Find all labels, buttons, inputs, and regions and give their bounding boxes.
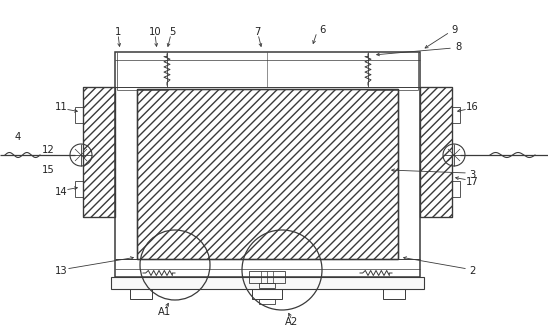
Bar [111,277,424,289]
Text: 5: 5 [169,27,175,37]
Text: 8: 8 [455,42,461,52]
Bar [452,107,460,123]
Text: A2: A2 [286,317,299,325]
Bar [420,87,452,217]
Bar [75,107,83,123]
Text: A1: A1 [158,307,172,317]
Text: 6: 6 [319,25,325,35]
Text: 2: 2 [469,266,475,276]
Bar [252,289,282,299]
Bar [83,87,115,217]
Text: 16: 16 [466,102,478,112]
Text: 12: 12 [42,145,54,155]
Bar [420,87,452,217]
Bar [383,289,405,299]
Bar [83,87,115,217]
Text: 10: 10 [149,27,161,37]
Text: 3: 3 [469,170,475,180]
Text: 14: 14 [55,187,67,197]
Bar [452,181,460,197]
Text: 17: 17 [466,177,478,187]
Bar [249,271,285,283]
Bar [137,89,398,259]
Text: 13: 13 [55,266,67,276]
Text: 11: 11 [55,102,67,112]
Bar [115,52,420,277]
Bar [75,181,83,197]
Text: 15: 15 [42,165,54,175]
Text: 7: 7 [254,27,260,37]
Text: 1: 1 [115,27,121,37]
Bar [137,89,398,259]
Text: 9: 9 [452,25,458,35]
Bar [130,289,152,299]
Text: 4: 4 [15,132,21,142]
Bar [259,299,275,304]
Bar [259,283,275,288]
